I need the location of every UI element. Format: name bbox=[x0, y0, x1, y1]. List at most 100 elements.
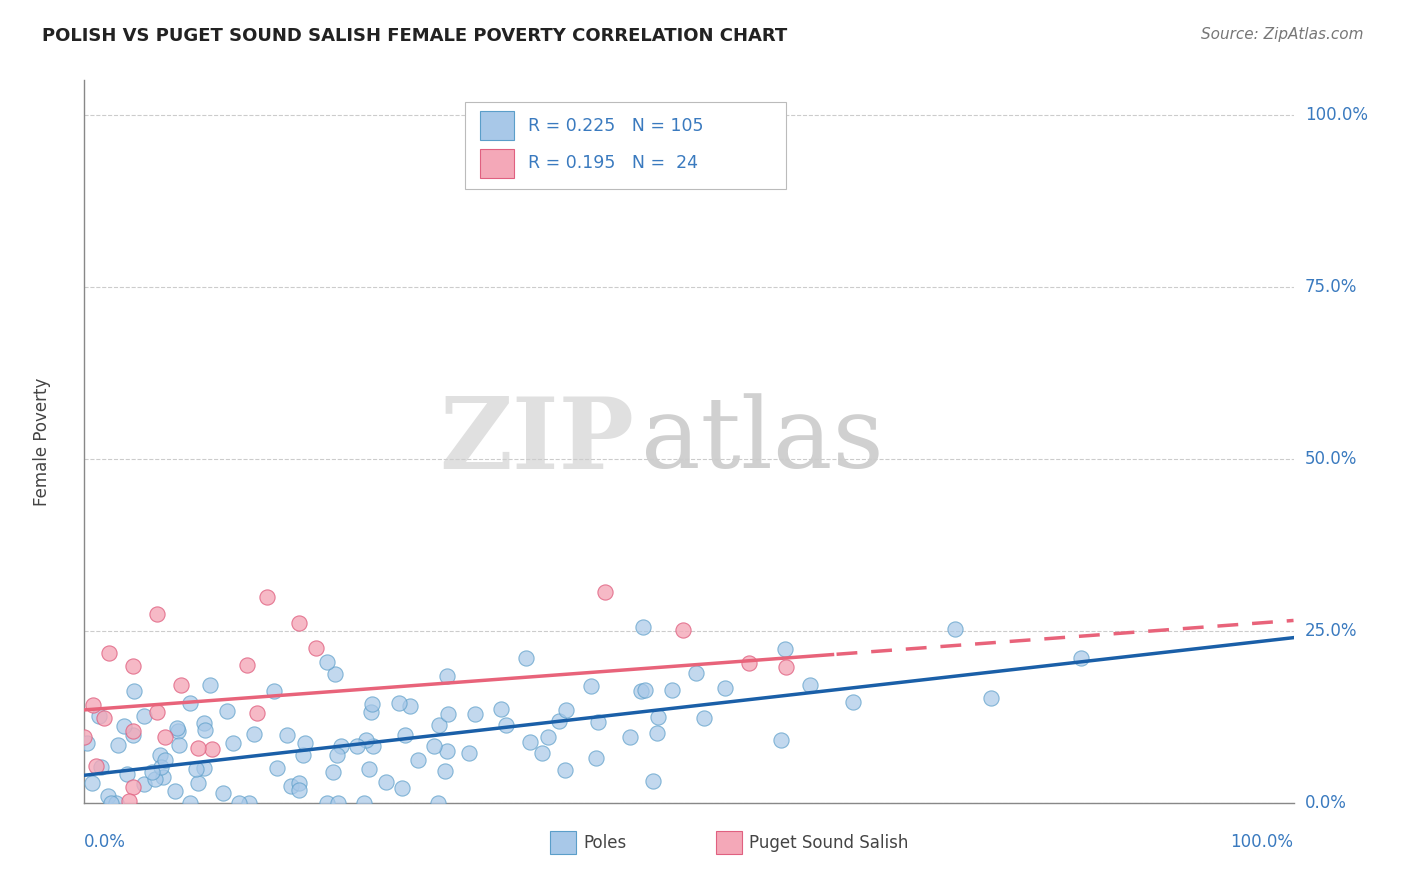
Point bbox=[537, 730, 560, 744]
Point bbox=[291, 748, 314, 763]
Point bbox=[328, 796, 350, 810]
Point bbox=[661, 682, 683, 697]
Bar bbox=[716, 831, 742, 855]
Point bbox=[361, 739, 384, 754]
Point bbox=[155, 730, 177, 744]
Point bbox=[399, 698, 422, 713]
Point bbox=[519, 735, 541, 749]
Point bbox=[394, 728, 416, 742]
Point bbox=[166, 724, 188, 739]
Point bbox=[107, 738, 129, 752]
Point bbox=[322, 764, 344, 779]
Point bbox=[90, 759, 112, 773]
Point bbox=[357, 762, 380, 776]
Point bbox=[672, 623, 695, 637]
Point bbox=[170, 678, 193, 692]
Point bbox=[799, 678, 821, 692]
Point bbox=[770, 733, 793, 747]
Point bbox=[595, 585, 617, 599]
Point bbox=[354, 732, 377, 747]
Point bbox=[184, 762, 207, 776]
Text: R = 0.195   N =  24: R = 0.195 N = 24 bbox=[529, 154, 699, 172]
FancyBboxPatch shape bbox=[465, 102, 786, 189]
Point bbox=[294, 736, 316, 750]
Point bbox=[221, 736, 243, 750]
Point bbox=[427, 718, 450, 732]
Point bbox=[586, 715, 609, 730]
Point bbox=[143, 772, 166, 787]
Text: 75.0%: 75.0% bbox=[1305, 277, 1357, 296]
Point bbox=[122, 728, 145, 742]
Point bbox=[585, 751, 607, 765]
Point bbox=[194, 723, 217, 738]
Point bbox=[243, 727, 266, 741]
Point bbox=[316, 796, 339, 810]
Point bbox=[391, 781, 413, 796]
Point bbox=[104, 796, 127, 810]
Point bbox=[464, 706, 486, 721]
Point bbox=[943, 623, 966, 637]
Point bbox=[685, 666, 707, 681]
Point bbox=[305, 640, 328, 655]
Point bbox=[374, 774, 396, 789]
Point bbox=[427, 796, 450, 810]
Point bbox=[423, 739, 446, 754]
Point bbox=[436, 707, 458, 722]
Point bbox=[73, 731, 96, 745]
Point bbox=[115, 767, 138, 781]
Point bbox=[256, 590, 278, 604]
Text: 0.0%: 0.0% bbox=[1305, 794, 1347, 812]
Point bbox=[554, 763, 576, 777]
Point bbox=[132, 708, 155, 723]
Point bbox=[288, 615, 311, 630]
Point bbox=[634, 682, 657, 697]
Text: 25.0%: 25.0% bbox=[1305, 622, 1357, 640]
Point bbox=[360, 705, 382, 719]
Text: Puget Sound Salish: Puget Sound Salish bbox=[749, 833, 908, 852]
Point bbox=[276, 728, 298, 742]
Text: atlas: atlas bbox=[641, 393, 883, 490]
Point bbox=[215, 704, 238, 718]
Point bbox=[495, 718, 517, 732]
Point bbox=[179, 696, 201, 710]
Point bbox=[187, 775, 209, 789]
Point bbox=[581, 679, 603, 693]
Point bbox=[112, 719, 135, 733]
Point bbox=[163, 784, 186, 798]
Point bbox=[436, 743, 458, 757]
Point bbox=[547, 714, 569, 728]
Text: 0.0%: 0.0% bbox=[84, 833, 127, 851]
Point bbox=[146, 705, 169, 719]
Point bbox=[775, 642, 797, 657]
Point bbox=[118, 794, 141, 808]
Point bbox=[353, 796, 375, 810]
Point bbox=[458, 747, 481, 761]
Point bbox=[82, 698, 104, 713]
Point bbox=[263, 683, 285, 698]
Point bbox=[280, 779, 302, 793]
Point bbox=[433, 764, 456, 779]
Point bbox=[134, 777, 156, 791]
Point bbox=[980, 691, 1002, 706]
Point bbox=[436, 669, 458, 683]
Point bbox=[89, 709, 111, 723]
Text: Poles: Poles bbox=[583, 833, 627, 852]
Bar bbox=[550, 831, 576, 855]
Point bbox=[775, 659, 797, 673]
Point bbox=[80, 776, 103, 790]
Point bbox=[489, 702, 512, 716]
Point bbox=[100, 796, 122, 810]
Text: ZIP: ZIP bbox=[440, 393, 634, 490]
Point bbox=[193, 716, 215, 731]
Text: Source: ZipAtlas.com: Source: ZipAtlas.com bbox=[1201, 27, 1364, 42]
Point bbox=[124, 683, 146, 698]
Point bbox=[93, 711, 115, 725]
Point bbox=[408, 753, 430, 767]
Point bbox=[121, 724, 143, 739]
Point bbox=[346, 739, 368, 753]
Point bbox=[714, 681, 737, 695]
Point bbox=[155, 753, 177, 767]
Point bbox=[97, 646, 120, 660]
Bar bbox=[479, 112, 513, 140]
Point bbox=[842, 695, 865, 709]
